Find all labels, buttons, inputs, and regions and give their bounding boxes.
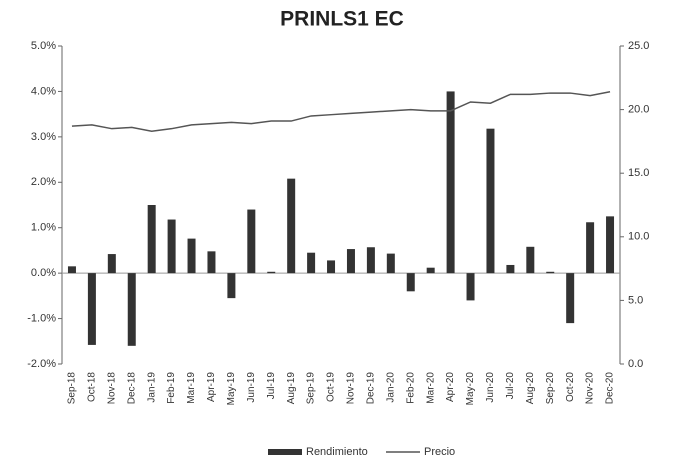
legend-swatch [268, 449, 302, 455]
legend-label: Rendimiento [306, 446, 368, 458]
bar [267, 271, 276, 274]
x-tick-label: Jun-20 [485, 372, 496, 403]
x-tick-label: Oct-19 [326, 372, 337, 402]
y2-tick-label: 5.0 [628, 294, 643, 306]
bar [127, 273, 136, 346]
x-tick-label: Jun-19 [246, 372, 257, 403]
x-tick-label: Dec-18 [126, 372, 137, 405]
bar [227, 273, 236, 299]
bar [426, 267, 435, 274]
x-tick-label: May-19 [226, 372, 237, 406]
bar [506, 264, 515, 274]
bar [346, 249, 355, 274]
bar [486, 128, 495, 274]
x-tick-label: Jan-19 [146, 372, 157, 403]
y-tick-label: 4.0% [31, 85, 56, 97]
y-tick-label: 0.0% [31, 267, 56, 279]
x-tick-label: Apr-20 [445, 372, 456, 402]
x-tick-label: Aug-20 [525, 372, 536, 405]
x-tick-label: Dec-19 [366, 372, 377, 405]
bar [466, 273, 475, 301]
y2-tick-label: 15.0 [628, 167, 649, 179]
bar [287, 178, 296, 274]
y2-tick-label: 20.0 [628, 104, 649, 116]
y-tick-label: 3.0% [31, 131, 56, 143]
x-tick-label: Dec-20 [605, 372, 616, 405]
bar [167, 219, 176, 274]
x-tick-label: Oct-20 [565, 372, 576, 402]
y2-tick-label: 25.0 [628, 40, 649, 52]
bar [307, 252, 316, 274]
y-tick-label: -1.0% [27, 312, 56, 324]
x-tick-label: Mar-19 [186, 372, 197, 404]
bar [67, 266, 76, 274]
x-tick-label: Feb-20 [405, 372, 416, 404]
x-tick-label: May-20 [465, 372, 476, 406]
y-tick-label: 2.0% [31, 176, 56, 188]
x-tick-label: Nov-20 [585, 372, 596, 405]
bar [207, 251, 216, 274]
x-tick-label: Jan-20 [385, 372, 396, 403]
bar [546, 271, 555, 274]
bar [566, 273, 575, 324]
x-tick-label: Jul-19 [266, 372, 277, 400]
bar [147, 205, 156, 274]
x-tick-label: Sep-19 [306, 372, 317, 405]
x-tick-label: Nov-18 [106, 372, 117, 405]
y2-tick-label: 10.0 [628, 231, 649, 243]
chart-title: PRINLS1 EC [280, 8, 404, 31]
y-tick-label: 1.0% [31, 222, 56, 234]
legend-label: Precio [424, 446, 455, 458]
x-tick-label: Oct-18 [87, 372, 98, 402]
bar [366, 247, 375, 274]
x-tick-label: Sep-18 [67, 372, 78, 405]
bar [87, 273, 96, 345]
x-tick-label: Feb-19 [166, 372, 177, 404]
x-tick-label: Mar-20 [425, 372, 436, 404]
x-tick-label: Sep-20 [545, 372, 556, 405]
bar [327, 260, 336, 274]
y2-tick-label: 0.0 [628, 358, 643, 370]
y-tick-label: 5.0% [31, 40, 56, 52]
bar [107, 254, 116, 274]
price-line [71, 91, 611, 132]
bar [446, 91, 455, 274]
bar [187, 238, 196, 274]
bar [606, 216, 615, 274]
x-tick-label: Aug-19 [286, 372, 297, 405]
bar [406, 273, 415, 292]
bar [526, 246, 535, 274]
x-tick-label: Apr-19 [206, 372, 217, 402]
x-tick-label: Nov-19 [346, 372, 357, 405]
bar [586, 222, 595, 274]
y-tick-label: -2.0% [27, 358, 56, 370]
bar [386, 253, 395, 274]
bar [247, 209, 256, 274]
x-tick-label: Jul-20 [505, 372, 516, 400]
